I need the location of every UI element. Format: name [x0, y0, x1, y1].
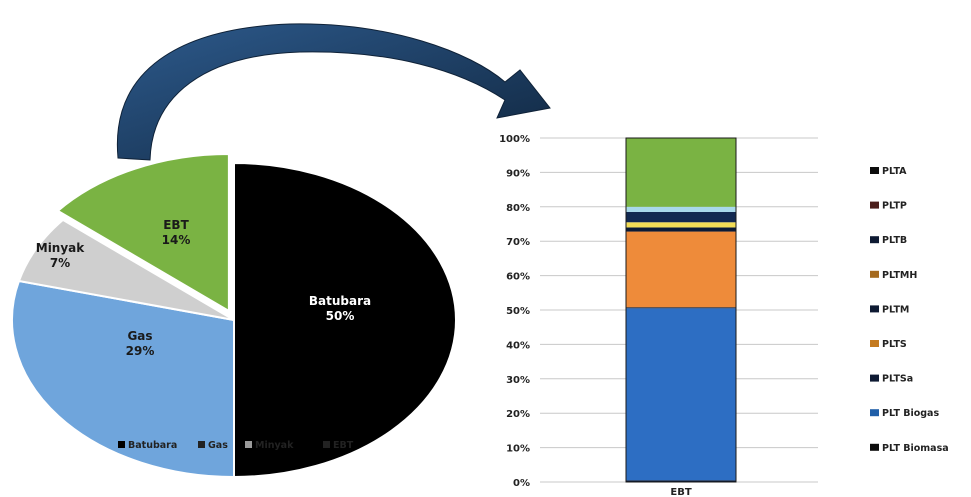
bar-segment-pltp	[626, 206, 736, 212]
pie-slice-ebt	[56, 152, 230, 313]
y-tick-100: 100%	[499, 134, 530, 145]
pie-legend-swatch-minyak	[245, 441, 252, 448]
pie-chart	[11, 152, 457, 479]
bar-y-tick-labels: 0% 10% 20% 30% 40% 50% 60% 70% 80% 90% 100%	[499, 134, 530, 489]
bar-legend-label-pltsa: PLTSa	[882, 374, 913, 385]
bar-legend-label-pltp: PLTP	[882, 201, 907, 212]
pie-slice-gas	[11, 279, 235, 479]
pie-slice-batubara	[233, 161, 457, 479]
pie-label-gas: Gas	[127, 329, 152, 343]
pie-legend: Batubara Gas Minyak EBT	[118, 440, 354, 451]
bar-legend-swatch-pltm	[870, 305, 879, 313]
y-tick-10: 10%	[506, 444, 530, 455]
pie-legend-label-batubara: Batubara	[128, 440, 177, 451]
pie-value-minyak: 7%	[50, 256, 70, 270]
bar-segment-plts	[626, 231, 736, 308]
bar-legend-label-plt-biomasa: PLT Biomasa	[882, 443, 949, 454]
bar-legend-label-plta: PLTA	[882, 166, 907, 177]
y-tick-0: 0%	[513, 478, 530, 489]
pie-label-minyak: Minyak	[36, 241, 86, 255]
y-tick-50: 50%	[506, 306, 530, 317]
bar-segment-pltm	[626, 227, 736, 232]
bar-legend-label-pltm: PLTM	[882, 304, 909, 315]
bar-segment-pltb	[626, 211, 736, 223]
pie-value-batubara: 50%	[326, 309, 355, 323]
y-tick-70: 70%	[506, 237, 530, 248]
pie-legend-label-minyak: Minyak	[255, 440, 294, 451]
bar-legend-swatch-pltmh	[870, 270, 879, 278]
bar-segment-plt-biomasa	[626, 480, 736, 482]
bar-legend: PLTA PLTP PLTB PLTMH PLTM PLTS PLTSa PLT Biogas…	[870, 166, 949, 454]
bar-legend-swatch-plt-biomasa	[870, 443, 879, 451]
pie-label-batubara: Batubara	[309, 294, 371, 308]
bar-x-tick-labels: EBT	[670, 487, 691, 497]
bar-segment-plt-biogas	[626, 308, 736, 481]
bar-legend-swatch-plta	[870, 167, 879, 174]
bar-outline	[625, 137, 737, 483]
bar-legend-swatch-plts	[870, 340, 879, 347]
bar-legend-swatch-pltsa	[870, 374, 879, 382]
pie-legend-swatch-ebt	[323, 441, 330, 448]
bar-legend-swatch-pltb	[870, 236, 879, 244]
pie-slice-minyak	[17, 218, 235, 321]
pie-value-ebt: 14%	[162, 233, 191, 247]
y-tick-90: 90%	[506, 168, 530, 179]
pie-legend-swatch-gas	[198, 441, 205, 448]
bar-legend-swatch-pltp	[870, 201, 879, 209]
pie-label-ebt: EBT	[163, 218, 189, 232]
pie-value-gas: 29%	[126, 344, 155, 358]
bar-legend-label-pltmh: PLTMH	[882, 270, 917, 281]
bar-legend-label-pltb: PLTB	[882, 235, 907, 246]
bar-legend-label-plts: PLTS	[882, 339, 907, 350]
bar-legend-swatch-plt-biogas	[870, 409, 879, 417]
pie-legend-swatch-batubara	[118, 441, 125, 448]
bar-legend-label-plt-biogas: PLT Biogas	[882, 408, 939, 419]
curved-arrow-icon	[116, 23, 551, 161]
bar-segment-plta	[626, 138, 736, 207]
bar-segment-pltsa	[626, 307, 736, 309]
y-tick-30: 30%	[506, 375, 530, 386]
x-tick-ebt: EBT	[670, 487, 691, 497]
pie-legend-label-gas: Gas	[208, 440, 228, 451]
y-tick-60: 60%	[506, 272, 530, 283]
stacked-bar	[625, 137, 737, 483]
pie-legend-label-ebt: EBT	[333, 440, 354, 451]
bar-segment-pltmh	[626, 222, 736, 228]
y-tick-80: 80%	[506, 203, 530, 214]
y-tick-20: 20%	[506, 409, 530, 420]
y-tick-40: 40%	[506, 340, 530, 351]
